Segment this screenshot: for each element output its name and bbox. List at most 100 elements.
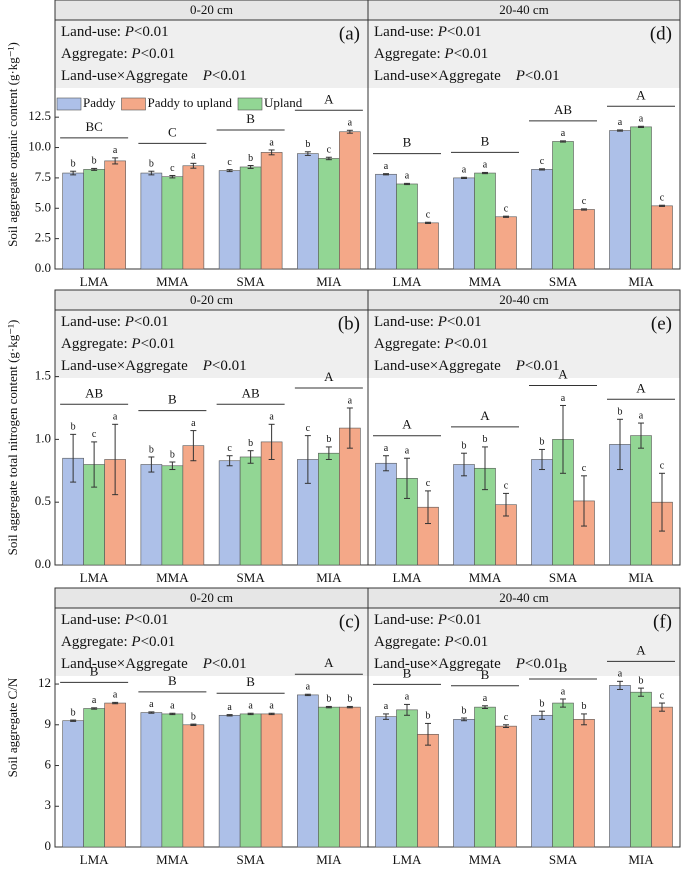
significance-letter: c: [504, 203, 509, 214]
significance-letter: c: [170, 163, 175, 174]
y-tick-label: 1.5: [35, 368, 51, 383]
bar: [651, 205, 673, 270]
error-bar: [325, 156, 332, 161]
significance-letter: c: [327, 145, 332, 156]
error-bar: [503, 724, 509, 728]
group-letter: B: [246, 111, 255, 126]
significance-letter: a: [306, 682, 311, 693]
group-letter: A: [324, 655, 334, 670]
bar: [495, 216, 517, 270]
significance-letter: a: [269, 701, 274, 712]
significance-letter: a: [113, 412, 118, 423]
significance-letter: c: [582, 463, 587, 474]
significance-letter: b: [149, 159, 154, 170]
error-bar: [304, 693, 311, 697]
group-letter: B: [168, 392, 177, 407]
error-bar: [560, 698, 566, 708]
group-letter: A: [402, 417, 412, 432]
error-bar: [325, 446, 332, 460]
significance-letter: a: [384, 161, 389, 172]
significance-letter: c: [426, 478, 431, 489]
stats-text: Land-use×Aggregate P<0.01: [61, 358, 247, 374]
error-bar: [148, 170, 155, 176]
panel-header-text: 0-20 cm: [190, 2, 233, 17]
plot-frame: [367, 309, 681, 566]
stats-text: Aggregate: P<0.01: [374, 634, 488, 650]
significance-letter: b: [540, 437, 545, 448]
error-bar: [70, 719, 77, 722]
significance-letter: c: [227, 157, 232, 168]
y-tick-label: 3: [45, 797, 52, 812]
x-tick-label: MIA: [628, 570, 654, 585]
error-bar: [268, 149, 275, 156]
significance-letter: a: [113, 690, 118, 701]
bar: [318, 706, 340, 848]
bar: [396, 183, 418, 270]
bar: [552, 141, 574, 270]
y-tick-label: 0: [45, 838, 52, 853]
x-tick-label: LMA: [393, 570, 423, 585]
significance-letter: a: [639, 410, 644, 421]
significance-letter: a: [149, 699, 154, 710]
stats-text: Land-use×Aggregate P<0.01: [61, 68, 247, 84]
significance-letter: b: [347, 694, 352, 705]
bar: [260, 152, 283, 270]
error-bar: [539, 168, 545, 171]
x-tick-label: MMA: [469, 852, 502, 867]
group-letter: C: [168, 124, 177, 139]
x-tick-label: MMA: [469, 570, 502, 585]
stats-text: Land-use: P<0.01: [61, 612, 169, 628]
significance-letter: a: [227, 702, 232, 713]
error-bar: [325, 705, 332, 709]
bar: [239, 456, 262, 566]
y-tick-label: 2.5: [35, 230, 51, 245]
significance-letter: a: [113, 145, 118, 156]
error-bar: [346, 407, 353, 449]
significance-letter: a: [191, 418, 196, 429]
error-bar: [304, 435, 311, 484]
error-bar: [617, 680, 623, 690]
bar: [339, 131, 361, 270]
bar: [140, 712, 163, 848]
y-tick-label: 5.0: [35, 199, 51, 214]
group-letter: B: [90, 663, 99, 678]
significance-letter: a: [191, 151, 196, 162]
significance-letter: a: [483, 693, 488, 704]
x-tick-label: LMA: [393, 852, 423, 867]
group-letter: B: [168, 673, 177, 688]
plot-frame: [367, 19, 681, 270]
bar: [396, 709, 418, 848]
stats-text: Aggregate: P<0.01: [61, 46, 175, 62]
legend-label: Paddy: [83, 95, 116, 110]
bar: [62, 720, 84, 848]
x-tick-label: SMA: [549, 852, 578, 867]
y-axis-label: Soil aggregate total nitrogen content (g…: [5, 320, 20, 556]
significance-letter: a: [405, 446, 410, 457]
error-bar: [638, 687, 644, 697]
significance-letter: a: [384, 701, 389, 712]
significance-letter: a: [561, 128, 566, 139]
error-bar: [581, 713, 587, 726]
stats-text: Land-use×Aggregate P<0.01: [374, 656, 560, 672]
stats-text: Aggregate: P<0.01: [374, 46, 488, 62]
significance-letter: c: [582, 196, 587, 207]
bar: [260, 713, 283, 848]
bar: [218, 714, 241, 848]
x-tick-label: MIA: [316, 274, 342, 289]
bar: [453, 177, 475, 270]
bar: [161, 176, 184, 270]
stats-text: Land-use: P<0.01: [374, 612, 482, 628]
bar: [104, 702, 126, 848]
bar: [531, 459, 553, 566]
error-bar: [112, 423, 119, 496]
significance-letter: b: [326, 434, 331, 445]
legend-label: Upland: [264, 95, 303, 110]
significance-letter: a: [405, 171, 410, 182]
stats-box: [368, 608, 680, 676]
error-bar: [383, 173, 389, 176]
error-bar: [482, 705, 488, 709]
error-bar: [404, 457, 410, 499]
bar: [375, 462, 397, 566]
x-tick-label: SMA: [237, 274, 266, 289]
